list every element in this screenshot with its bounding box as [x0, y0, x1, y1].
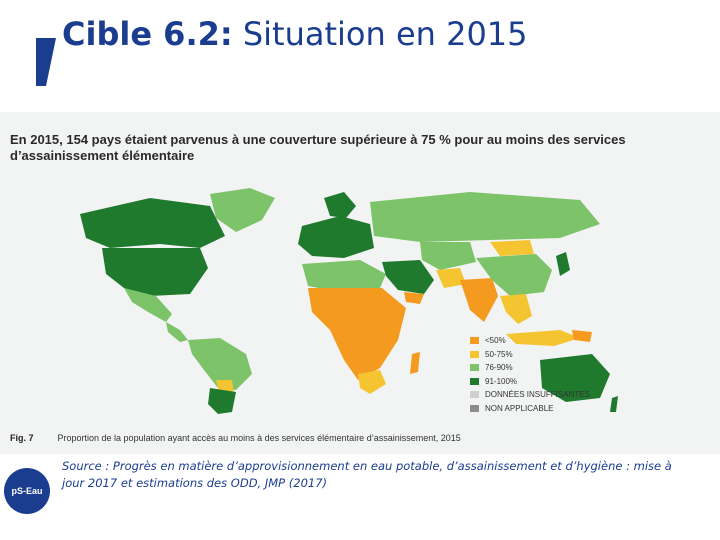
world-map	[40, 184, 620, 414]
slide-title-bold: Cible 6.2:	[62, 15, 233, 53]
map-region-papua	[572, 330, 592, 342]
legend-label: 91-100%	[485, 376, 518, 386]
ps-eau-logo: pS-Eau	[4, 468, 50, 514]
map-region-southeast-asia	[500, 294, 532, 324]
slide-title-rest: Situation en 2015	[232, 15, 528, 53]
map-legend: <50% 50-75% 76-90% 91-100% DONNÉES INSUF…	[470, 334, 630, 415]
map-region-yemen	[404, 292, 424, 304]
figure-caption-row: Fig. 7 Proportion de la population ayant…	[10, 430, 650, 446]
map-region-russia	[370, 192, 600, 242]
map-region-central-america	[166, 322, 188, 342]
legend-item: DONNÉES INSUFFISANTES	[470, 388, 630, 402]
legend-label: 76-90%	[485, 363, 513, 373]
legend-swatch	[470, 364, 479, 372]
legend-item: <50%	[470, 334, 630, 348]
world-map-svg	[80, 188, 618, 414]
legend-item: 50-75%	[470, 348, 630, 362]
map-region-southern-africa	[358, 370, 386, 394]
map-region-middle-east	[382, 260, 434, 294]
map-region-afghanistan-pakistan	[436, 268, 466, 288]
legend-swatch	[470, 377, 479, 385]
map-figure: En 2015, 154 pays étaient parvenus à une…	[0, 112, 720, 454]
legend-swatch	[470, 404, 479, 412]
legend-label: DONNÉES INSUFFISANTES	[485, 390, 590, 400]
map-region-greenland	[210, 188, 275, 232]
map-region-north-africa	[302, 260, 386, 292]
map-region-china	[476, 254, 552, 296]
legend-label: NON APPLICABLE	[485, 403, 554, 413]
map-region-central-asia	[420, 242, 476, 270]
map-region-madagascar	[410, 352, 420, 374]
map-region-india	[460, 278, 498, 322]
title-accent-bar	[36, 38, 56, 86]
map-region-scandinavia	[324, 192, 356, 218]
figure-heading: En 2015, 154 pays étaient parvenus à une…	[10, 132, 626, 163]
legend-item: 91-100%	[470, 375, 630, 389]
legend-swatch	[470, 391, 479, 399]
source-note: Source : Progrès en matière d’approvisio…	[62, 459, 672, 490]
legend-item: NON APPLICABLE	[470, 402, 630, 416]
legend-label: <50%	[485, 336, 506, 346]
map-region-mexico	[124, 288, 172, 322]
map-region-south-america-south	[208, 388, 236, 414]
legend-swatch	[470, 337, 479, 345]
map-region-south-america-north	[188, 338, 252, 390]
map-region-canada	[80, 198, 225, 248]
map-region-usa	[102, 248, 208, 296]
map-region-sub-saharan-africa	[308, 288, 406, 380]
map-region-australia	[540, 354, 610, 402]
legend-swatch	[470, 350, 479, 358]
legend-label: 50-75%	[485, 349, 513, 359]
map-region-japan-korea	[556, 252, 570, 276]
legend-item: 76-90%	[470, 361, 630, 375]
map-region-indonesia	[506, 330, 580, 346]
figure-caption: Proportion de la population ayant accès …	[57, 433, 461, 443]
map-region-mongolia	[490, 240, 534, 256]
map-region-new-zealand	[610, 396, 618, 412]
figure-number: Fig. 7	[10, 433, 34, 443]
slide-title: Cible 6.2: Situation en 2015	[62, 14, 622, 54]
map-region-europe	[298, 216, 374, 258]
